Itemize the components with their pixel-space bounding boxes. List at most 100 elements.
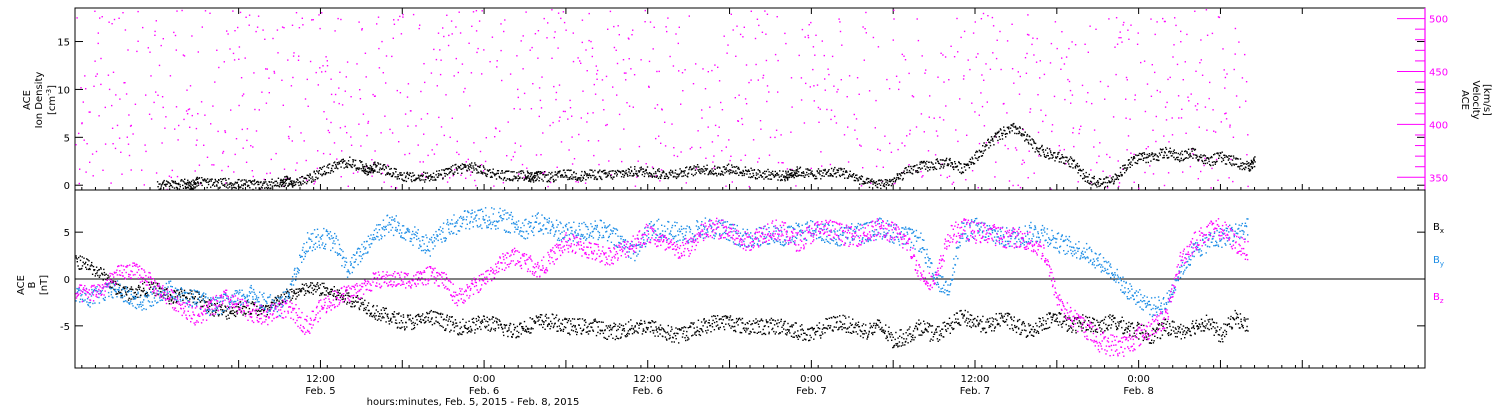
density-point xyxy=(717,166,719,168)
density-point xyxy=(506,170,508,172)
bx-point xyxy=(343,301,345,303)
density-point xyxy=(1054,160,1056,162)
density-point xyxy=(786,175,788,177)
velocity-point xyxy=(245,161,248,163)
density-point xyxy=(1162,157,1164,159)
density-point xyxy=(201,184,203,187)
velocity-point xyxy=(935,130,938,132)
density-point xyxy=(198,177,201,179)
bx-point xyxy=(674,335,677,337)
bx-point xyxy=(593,319,595,321)
density-point xyxy=(586,175,588,177)
density-point xyxy=(228,183,230,186)
density-point xyxy=(258,183,260,186)
bx-point xyxy=(209,305,211,308)
density-point xyxy=(842,170,845,173)
bx-point xyxy=(699,328,701,330)
velocity-point xyxy=(856,138,858,140)
density-point xyxy=(989,142,991,144)
density-point xyxy=(378,169,381,171)
density-point xyxy=(758,176,760,178)
velocity-point xyxy=(864,28,866,30)
velocity-point xyxy=(451,117,453,119)
velocity-point xyxy=(558,120,560,122)
density-point xyxy=(846,171,848,173)
bx-point xyxy=(388,323,391,325)
density-point xyxy=(243,183,245,185)
density-point xyxy=(772,174,775,177)
density-point xyxy=(269,181,271,183)
density-point xyxy=(883,185,886,188)
velocity-point xyxy=(298,55,300,57)
bx-point xyxy=(687,327,689,329)
bx-point xyxy=(518,331,520,334)
velocity-point xyxy=(1095,28,1097,30)
density-point xyxy=(885,181,887,183)
density-point xyxy=(334,161,336,163)
density-point xyxy=(463,164,465,166)
density-point xyxy=(970,163,972,165)
bx-point xyxy=(600,321,603,323)
bx-point xyxy=(687,336,689,339)
density-point xyxy=(746,173,748,175)
velocity-point xyxy=(843,134,846,136)
bx-point xyxy=(558,318,560,320)
density-point xyxy=(968,160,971,163)
density-point xyxy=(252,180,254,182)
density-point xyxy=(740,171,743,174)
bx-point xyxy=(501,326,503,328)
velocity-point xyxy=(283,27,285,29)
velocity-point xyxy=(206,156,209,158)
bx-point xyxy=(608,329,611,332)
velocity-point xyxy=(473,142,475,144)
bx-point xyxy=(337,291,339,293)
bx-point xyxy=(174,291,177,294)
velocity-point xyxy=(1126,149,1128,151)
density-point xyxy=(974,154,976,156)
bx-point xyxy=(486,325,488,328)
velocity-point xyxy=(807,34,809,37)
density-point xyxy=(251,183,253,185)
velocity-point xyxy=(169,75,172,77)
bx-point xyxy=(729,315,732,317)
density-point xyxy=(241,184,243,186)
velocity-point xyxy=(1209,81,1211,84)
density-point xyxy=(781,174,783,176)
velocity-point xyxy=(97,42,99,45)
density-point xyxy=(329,172,332,174)
velocity-point xyxy=(143,184,145,186)
density-point xyxy=(270,187,272,189)
bx-point xyxy=(481,320,483,322)
bx-point xyxy=(235,305,237,308)
bx-point xyxy=(459,327,461,330)
bx-point xyxy=(113,288,115,291)
density-point xyxy=(631,175,633,177)
density-point xyxy=(532,181,535,183)
density-point xyxy=(878,179,880,181)
density-point xyxy=(946,164,948,167)
bx-point xyxy=(612,337,614,339)
density-point xyxy=(1025,138,1027,140)
density-point xyxy=(977,159,979,161)
density-point xyxy=(300,184,302,186)
bx-point xyxy=(534,322,537,324)
density-point xyxy=(349,156,351,158)
density-point xyxy=(1002,132,1004,135)
velocity-point xyxy=(1156,89,1158,92)
velocity-point xyxy=(781,162,783,164)
density-point xyxy=(431,176,433,178)
density-point xyxy=(574,176,577,178)
bx-point xyxy=(79,268,81,270)
velocity-point xyxy=(1128,38,1130,40)
bx-point xyxy=(466,328,468,330)
velocity-point xyxy=(479,150,482,153)
density-point xyxy=(526,170,529,172)
velocity-point xyxy=(191,35,193,37)
velocity-point xyxy=(317,150,319,152)
velocity-point xyxy=(500,49,502,52)
density-point xyxy=(860,178,862,180)
density-point xyxy=(271,185,274,187)
bx-point xyxy=(297,291,299,293)
velocity-point xyxy=(989,188,991,190)
velocity-point xyxy=(458,153,460,156)
